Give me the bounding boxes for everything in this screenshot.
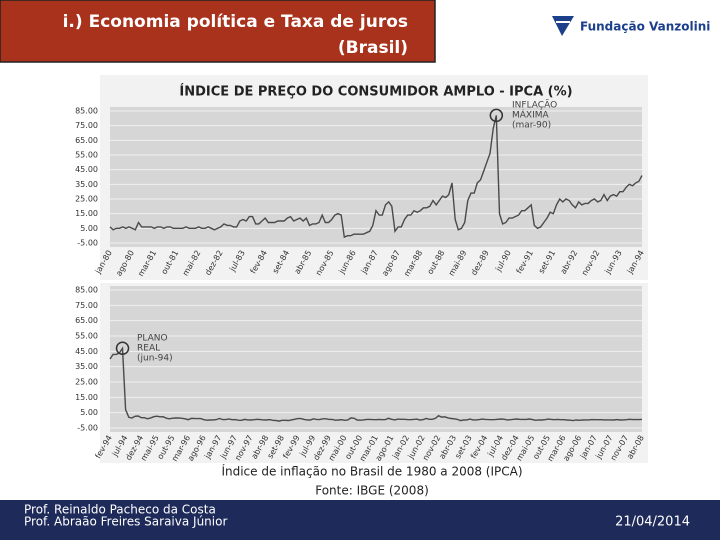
y-tick-label: 25.00	[75, 195, 98, 204]
annotation-text: (mar-90)	[512, 121, 551, 131]
y-tick-label: -5.00	[77, 239, 98, 248]
annotation-text: (jun-94)	[137, 354, 173, 364]
data-line	[109, 346, 643, 422]
footer-author: Prof. Abraão Freires Saraiva Júnior	[24, 515, 227, 529]
annotation-text: PLANO	[137, 334, 168, 344]
logo-icon	[552, 16, 574, 36]
y-tick-label: 25.00	[75, 378, 98, 387]
y-tick-label: 45.00	[75, 165, 98, 174]
y-tick-label: 55.00	[75, 151, 98, 160]
annotation-circle	[115, 341, 130, 356]
y-tick-label: 85.00	[75, 107, 98, 116]
y-tick-label: 35.00	[75, 180, 98, 189]
annotation-text: INFLAÇÃO	[512, 100, 557, 111]
logo-text: Fundação Vanzolini	[580, 20, 710, 34]
y-tick-label: 55.00	[75, 332, 98, 341]
annotation-text: REAL	[137, 344, 160, 354]
footer-bar	[0, 500, 720, 540]
y-tick-label: 45.00	[75, 347, 98, 356]
header-title: (Brasil)	[338, 38, 408, 58]
footer-author: Prof. Reinaldo Pacheco da Costa	[24, 503, 216, 517]
y-tick-label: -5.00	[77, 424, 98, 433]
y-tick-label: 15.00	[75, 209, 98, 218]
plot-area	[110, 286, 642, 432]
y-tick-label: 65.00	[75, 136, 98, 145]
annotation-circle	[489, 108, 504, 123]
header-box	[0, 0, 436, 63]
y-tick-label: 65.00	[75, 316, 98, 325]
caption: Fonte: IBGE (2008)	[315, 484, 429, 498]
caption: Índice de inflação no Brasil de 1980 a 2…	[221, 464, 522, 479]
plot-area	[110, 107, 642, 247]
y-tick-label: 5.00	[80, 224, 98, 233]
annotation-text: MÁXIMA	[512, 109, 550, 121]
footer-date: 21/04/2014	[615, 515, 690, 530]
y-tick-label: 5.00	[80, 408, 98, 417]
y-tick-label: 85.00	[75, 286, 98, 295]
y-tick-label: 75.00	[75, 121, 98, 130]
data-line	[109, 115, 643, 239]
y-tick-label: 15.00	[75, 393, 98, 402]
header-title: i.) Economia política e Taxa de juros	[63, 12, 408, 32]
y-tick-label: 35.00	[75, 362, 98, 371]
chart-title: ÍNDICE DE PREÇO DO CONSUMIDOR AMPLO - IP…	[179, 84, 572, 100]
y-tick-label: 75.00	[75, 301, 98, 310]
